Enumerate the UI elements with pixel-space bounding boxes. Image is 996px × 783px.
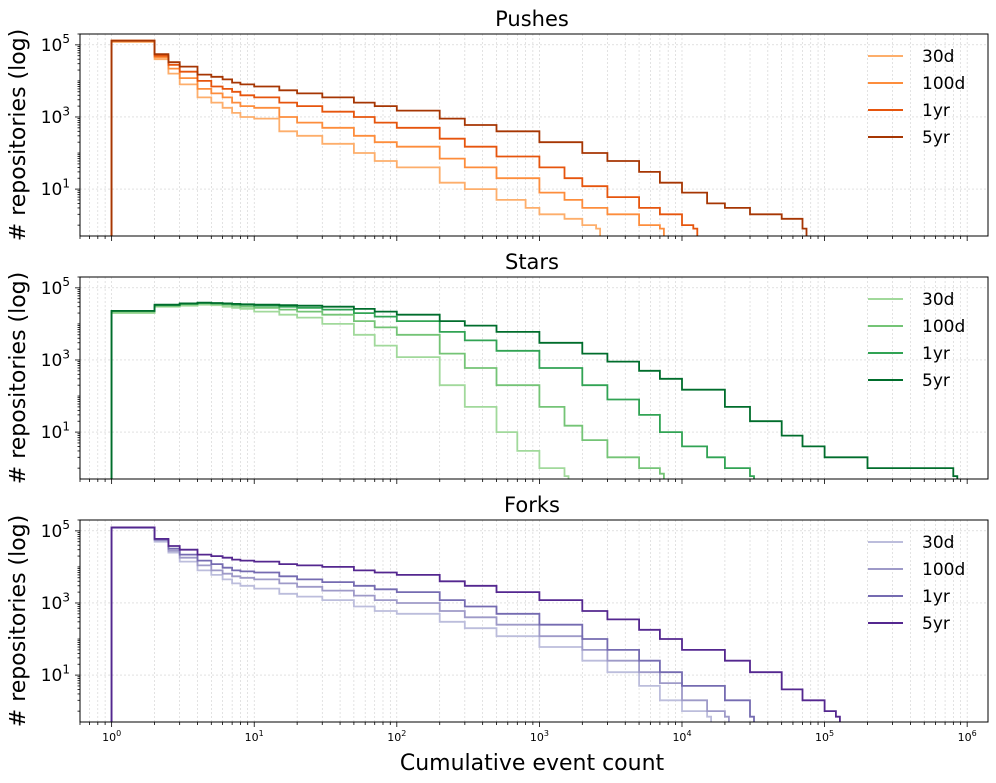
panel-stars: 101 103 105 Stars # repositories (log) 30d 100…: [6, 250, 989, 484]
legend-label-1yr: 1yr: [922, 101, 950, 121]
y-axis-label: # repositories (log): [6, 515, 31, 727]
x-tick-label: 106: [958, 729, 977, 744]
series-line-100d: [110, 526, 730, 722]
x-ticks: [79, 236, 968, 241]
y-tick-label: 103: [41, 347, 70, 371]
legend: 30d 100d 1yr 5yr: [868, 290, 965, 391]
y-tick-label: 101: [41, 662, 70, 686]
legend-label-30d: 30d: [922, 47, 954, 67]
axes-frame: [79, 276, 989, 480]
y-tick-label: 101: [41, 176, 70, 200]
legend-label-5yr: 5yr: [922, 128, 950, 148]
y-tick-label: 103: [41, 104, 70, 128]
panel-title: Pushes: [495, 7, 569, 31]
series-line-5yr: [110, 39, 808, 236]
y-tick-label: 101: [41, 419, 70, 443]
x-tick-label: 103: [530, 729, 549, 744]
legend-label-100d: 100d: [922, 560, 965, 580]
legend-label-30d: 30d: [922, 533, 954, 553]
legend: 30d 100d 1yr 5yr: [868, 47, 965, 148]
y-axis-label: # repositories (log): [6, 29, 31, 241]
x-tick-label: 105: [815, 729, 834, 744]
series-line-5yr: [110, 301, 959, 479]
series-line-100d: [110, 302, 665, 479]
y-ticks: [75, 33, 80, 226]
y-ticks: [75, 276, 80, 469]
legend-label-1yr: 1yr: [922, 587, 950, 607]
x-ticks: [79, 722, 968, 727]
grid: [79, 34, 988, 236]
grid: [79, 520, 988, 722]
axes-frame: [79, 519, 989, 723]
series-line-1yr: [110, 526, 755, 722]
panel-title: Stars: [505, 250, 559, 274]
y-tick-label: 105: [41, 32, 70, 56]
series-group: [110, 526, 841, 722]
panel-forks: 101 103 105 100 101 102 103 104 105 106 Forks # rep…: [6, 493, 989, 744]
x-tick-label: 100: [102, 729, 121, 744]
panel-pushes: 101 103 105 Pushes # repositories (log) 30d 10…: [6, 7, 989, 241]
legend-label-100d: 100d: [922, 317, 965, 337]
series-line-30d: [110, 303, 570, 479]
legend-label-100d: 100d: [922, 74, 965, 94]
y-ticks: [75, 519, 80, 712]
series-group: [110, 301, 959, 479]
y-tick-label: 105: [41, 275, 70, 299]
x-tick-label: 102: [387, 729, 406, 744]
panel-title: Forks: [504, 493, 560, 517]
series-line-1yr: [110, 39, 699, 236]
axes-frame: [79, 33, 989, 237]
y-axis-label: # repositories (log): [6, 272, 31, 484]
y-tick-label: 105: [41, 518, 70, 542]
legend-label-1yr: 1yr: [922, 344, 950, 364]
x-ticks: [79, 479, 968, 484]
y-tick-label: 103: [41, 590, 70, 614]
series-line-30d: [110, 527, 712, 722]
series-line-5yr: [110, 526, 841, 722]
series-line-100d: [110, 39, 665, 236]
series-line-1yr: [110, 302, 755, 479]
legend-label-5yr: 5yr: [922, 614, 950, 634]
x-axis-label: Cumulative event count: [400, 751, 665, 776]
x-tick-label: 104: [672, 729, 691, 744]
legend-label-30d: 30d: [922, 290, 954, 310]
grid: [79, 277, 988, 479]
x-tick-label: 101: [245, 729, 264, 744]
legend: 30d 100d 1yr 5yr: [868, 533, 965, 634]
legend-label-5yr: 5yr: [922, 371, 950, 391]
series-group: [110, 39, 808, 236]
